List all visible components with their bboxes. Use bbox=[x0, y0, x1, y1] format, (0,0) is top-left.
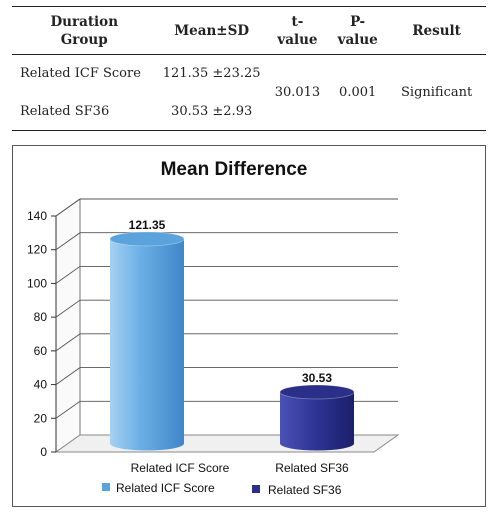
bar bbox=[110, 238, 184, 451]
table-row: Related SF36 30.53 ±2.93 bbox=[12, 93, 486, 131]
legend-label: Related ICF Score bbox=[116, 481, 215, 495]
bar-chart: Mean Difference 0 20 40 60 80 100 120 140 121.35… bbox=[27, 159, 400, 497]
header-result: Result bbox=[412, 22, 461, 39]
bar-top bbox=[109, 231, 185, 247]
mean-sd-cell: 30.53 ±2.93 bbox=[171, 103, 253, 119]
header-duration-group: Duration Group bbox=[50, 13, 119, 48]
y-tick-label: 40 bbox=[34, 378, 48, 392]
group-cell: Related ICF Score bbox=[20, 66, 141, 82]
legend-swatch bbox=[102, 483, 110, 491]
results-table: Duration Group Mean±SD t-value P-value Re… bbox=[12, 6, 486, 131]
data-label: 121.35 bbox=[129, 218, 166, 232]
gridline bbox=[55, 232, 398, 251]
y-tick-label: 100 bbox=[27, 276, 47, 290]
legend-label: Related SF36 bbox=[268, 483, 342, 497]
header-p-value: P-value bbox=[337, 13, 378, 48]
x-category-label: Related SF36 bbox=[275, 461, 349, 475]
p-value-cell: 0.001 bbox=[339, 85, 377, 100]
result-cell: Significant bbox=[401, 85, 473, 100]
header-t-value: t-value bbox=[277, 13, 318, 48]
chart-title: Mean Difference bbox=[161, 159, 308, 180]
gridline bbox=[55, 299, 398, 318]
group-cell: Related SF36 bbox=[20, 103, 110, 119]
y-tick-label: 120 bbox=[27, 243, 47, 257]
t-value-cell: 30.013 bbox=[274, 85, 321, 100]
chart-frame bbox=[12, 145, 486, 507]
chart-left-wall bbox=[55, 198, 81, 453]
gridline bbox=[55, 367, 398, 385]
table-header-row: Duration Group Mean±SD t-value P-value Re… bbox=[12, 6, 486, 55]
legend-swatch bbox=[252, 485, 260, 493]
y-tick-label: 20 bbox=[34, 411, 48, 425]
bar bbox=[280, 392, 354, 451]
gridline bbox=[55, 333, 398, 352]
gridline bbox=[55, 265, 398, 284]
gridline bbox=[55, 198, 398, 217]
header-mean-sd: Mean±SD bbox=[174, 22, 250, 39]
y-tick-label: 140 bbox=[27, 209, 47, 223]
y-tick-label: 80 bbox=[34, 310, 48, 324]
data-label: 30.53 bbox=[302, 371, 332, 385]
table-row: Related ICF Score 121.35 ±23.25 30.013 0… bbox=[12, 55, 486, 100]
x-category-label: Related ICF Score bbox=[131, 461, 230, 475]
bar-top bbox=[279, 384, 355, 400]
y-tick-label: 60 bbox=[34, 344, 48, 358]
y-tick-label: 0 bbox=[40, 445, 47, 459]
mean-sd-cell: 121.35 ±23.25 bbox=[162, 66, 261, 82]
